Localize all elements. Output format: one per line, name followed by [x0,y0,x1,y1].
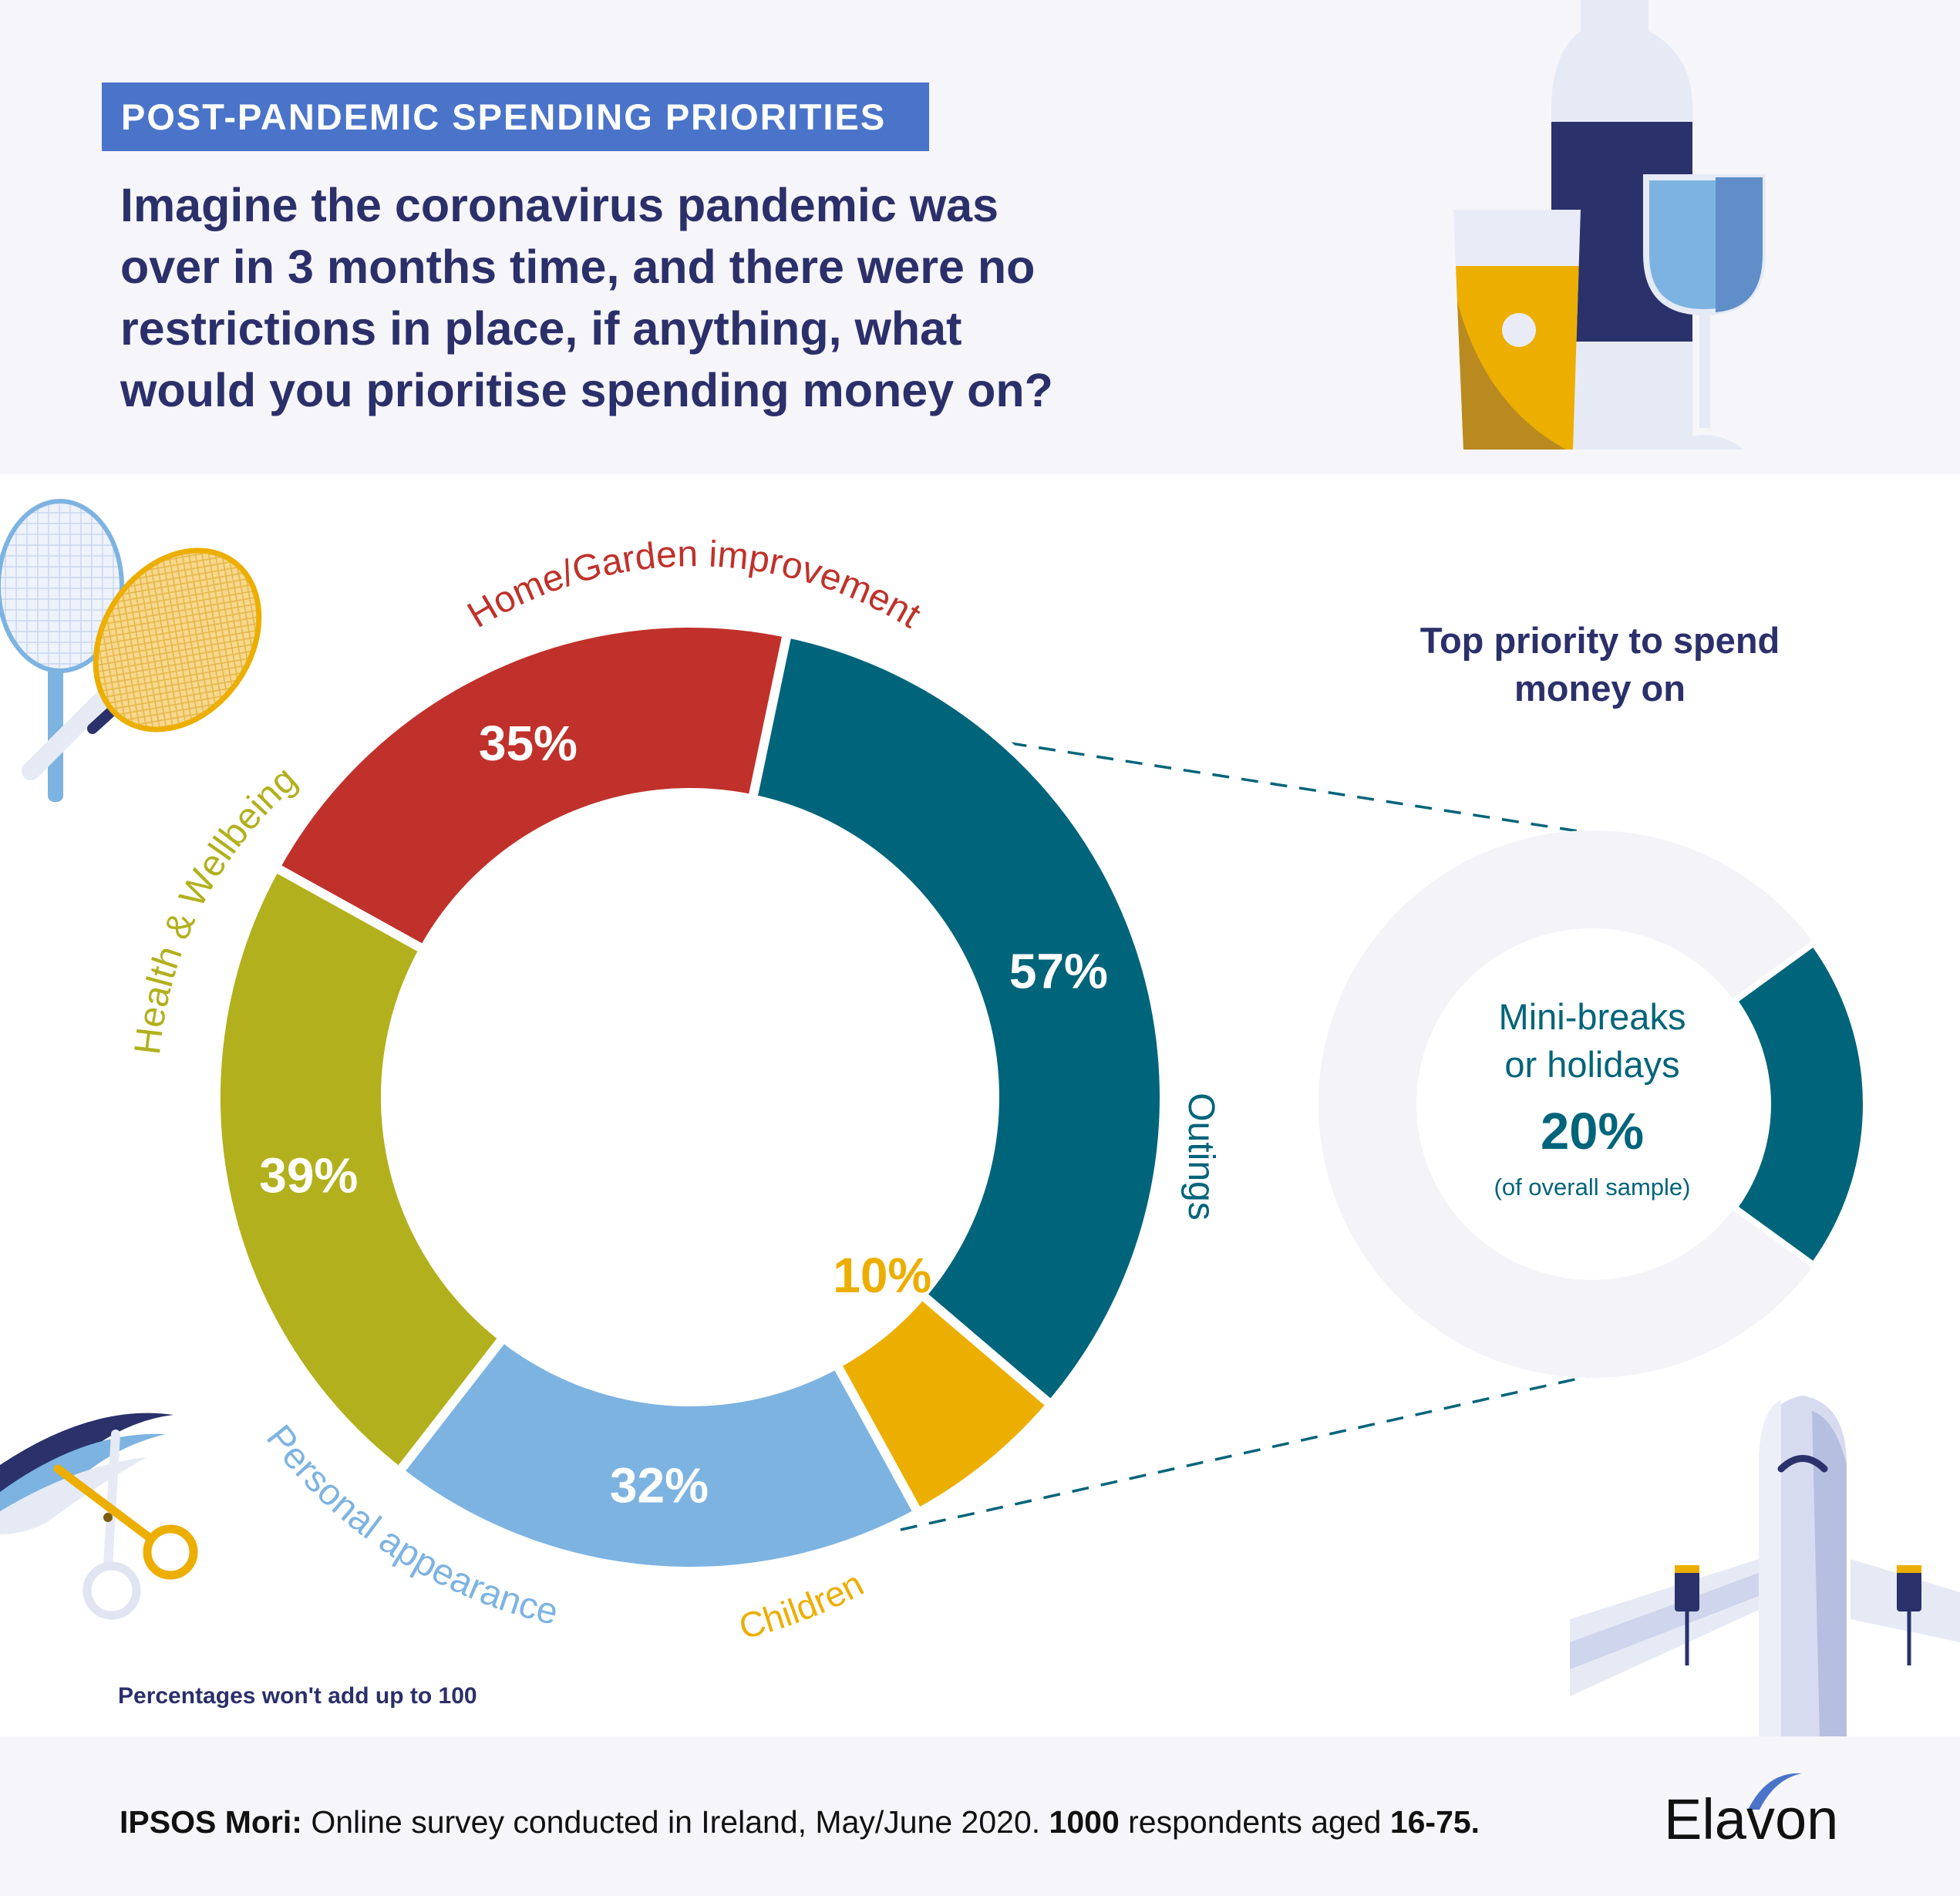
footnote: Percentages won't add up to 100 [118,1683,477,1709]
value-label-personal-appearance: 32% [610,1457,709,1513]
value-label-home-garden: 35% [479,716,578,771]
donut-slice-home-garden [268,618,793,956]
source-ages: 16-75. [1389,1804,1480,1840]
category-label-children: Children [735,1563,870,1646]
donut-chart [211,618,1169,1576]
highlight-ring [1318,830,1869,1378]
value-label-outings: 57% [1009,944,1108,999]
question-line: Imagine the coronavirus pandemic was [120,179,999,231]
highlight-label-line: or holidays [1504,1044,1679,1085]
highlight-note: (of overall sample) [1494,1174,1691,1201]
question-line: over in 3 months time, and there were no [120,241,1036,293]
survey-question: Imagine the coronavirus pandemic was ove… [120,174,1200,421]
highlight-value: 20% [1541,1103,1644,1160]
source-text: respondents aged [1119,1804,1390,1840]
section-tag: POST-PANDEMIC SPENDING PRIORITIES [102,83,930,151]
source-org: IPSOS Mori: [120,1804,302,1840]
donut-slice-health-wellbeing [211,860,510,1479]
connector-lines [900,737,1589,1531]
wine-glass-icon [1643,174,1766,450]
donut-labels: 35% 57% 10% 32% 39% [259,716,1108,1514]
source-count: 1000 [1049,1804,1120,1840]
logo-swoosh-icon [1748,1773,1802,1810]
airplane-icon [1570,1396,1960,1736]
brand-logo: Elavon [1664,1787,1839,1851]
donut-slice-outings [746,627,1169,1412]
question-line: would you prioritise spending money on? [120,364,1053,416]
category-label-outings: Outings [1180,1093,1221,1220]
scissors-icon [0,1413,198,1620]
source-text: Online survey conducted in Ireland, May/… [301,1804,1049,1840]
highlight-ring-background [1318,830,1866,1378]
tennis-rackets-icon [0,499,262,802]
source-note: IPSOS Mori: Online survey conducted in I… [120,1804,1480,1840]
value-label-children: 10% [833,1248,931,1303]
question-line: restrictions in place, if anything, what [120,302,962,355]
footer-band [0,1736,1960,1896]
value-label-health-wellbeing: 39% [259,1147,358,1203]
highlight-ring-segment [1729,938,1869,1270]
donut-slice-personal-appearance [392,1331,924,1576]
side-panel-title: Top priority to spend money on [1419,620,1780,709]
highlight-label-line: Mini-breaks [1499,996,1686,1037]
beer-glass-icon [1453,210,1581,450]
